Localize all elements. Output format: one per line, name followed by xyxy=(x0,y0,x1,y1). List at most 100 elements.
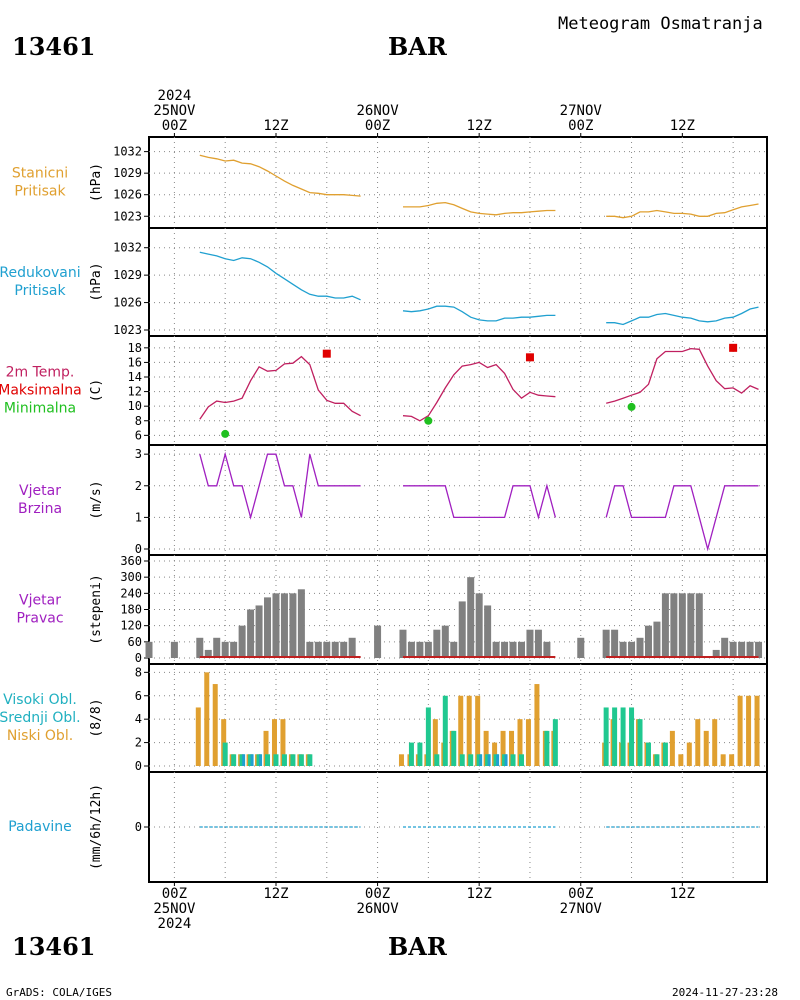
bar xyxy=(628,641,636,658)
panel-frame xyxy=(148,227,768,337)
y-tick-label: 240 xyxy=(120,586,142,600)
bar xyxy=(501,641,509,658)
bar xyxy=(272,593,280,658)
bar-niskiobl xyxy=(221,719,227,766)
bar-srednjiobl xyxy=(468,754,474,766)
bar xyxy=(323,641,331,658)
panel-frame xyxy=(148,444,768,556)
panel-temperatura xyxy=(144,335,768,446)
bar-niskiobl xyxy=(686,742,692,766)
bar-niskiobl xyxy=(534,684,540,766)
bar xyxy=(661,593,669,658)
series-line xyxy=(402,361,556,422)
bar xyxy=(543,641,551,658)
bar xyxy=(678,593,686,658)
bar xyxy=(340,641,348,658)
bar-niskiobl xyxy=(271,719,277,766)
panel-vjetar-pravac xyxy=(144,554,768,665)
y-tick-label: 360 xyxy=(120,554,142,568)
bar-visokiobl xyxy=(259,754,263,766)
bar xyxy=(374,625,382,658)
bar-niskiobl xyxy=(263,730,269,766)
bar-srednjiobl xyxy=(518,754,524,766)
bar xyxy=(695,593,703,658)
bar xyxy=(238,625,246,658)
bar-niskiobl xyxy=(466,695,472,766)
series-line xyxy=(606,306,759,326)
bar xyxy=(729,641,737,658)
time-label-top: 2024 xyxy=(158,88,192,104)
bar-niskiobl xyxy=(703,730,709,766)
panel-redukovani-pritisak xyxy=(144,227,768,337)
max-temp-point xyxy=(525,353,534,362)
y-tick-label: 0 xyxy=(135,542,142,556)
y-axis-label: (8/8) xyxy=(89,698,104,737)
bar xyxy=(534,629,542,658)
bar-niskiobl xyxy=(695,719,701,766)
bar-niskiobl xyxy=(500,730,506,766)
y-tick-label: 2 xyxy=(135,479,142,493)
bar-srednjiobl xyxy=(645,742,651,766)
bar-srednjiobl xyxy=(662,742,668,766)
y-tick-label: 180 xyxy=(120,603,142,617)
time-label-bottom: 12Z xyxy=(467,886,492,902)
panel-label: Pravac xyxy=(16,611,63,627)
bar-niskiobl xyxy=(475,695,481,766)
bar xyxy=(475,593,483,658)
min-temp-point xyxy=(627,402,636,411)
bar xyxy=(687,593,695,658)
bar xyxy=(196,637,204,658)
bar xyxy=(450,641,458,658)
bar xyxy=(280,593,288,658)
bar-visokiobl xyxy=(250,754,254,766)
bar xyxy=(416,641,424,658)
time-label-bottom: 25NOV xyxy=(153,901,196,917)
time-label-top: 12Z xyxy=(263,118,288,134)
bar-srednjiobl xyxy=(451,730,457,766)
panel-oblacnost xyxy=(144,663,768,773)
y-tick-label: 4 xyxy=(135,712,142,726)
bar-srednjiobl xyxy=(298,754,304,766)
y-tick-label: 16 xyxy=(128,355,142,369)
time-label-top: 26NOV xyxy=(356,103,399,119)
y-tick-label: 14 xyxy=(128,370,142,384)
y-tick-label: 1023 xyxy=(113,209,142,223)
bar xyxy=(755,641,763,658)
bar-srednjiobl xyxy=(510,754,516,766)
bar xyxy=(441,625,449,658)
panel-label: Padavine xyxy=(8,819,72,835)
bar-srednjiobl xyxy=(417,742,423,766)
bar xyxy=(467,577,475,658)
series-line xyxy=(606,203,759,219)
bar-visokiobl xyxy=(487,754,491,766)
y-tick-label: 1032 xyxy=(113,241,142,255)
time-label-top: 00Z xyxy=(162,118,187,134)
y-axis-label: (mm/6h/12h) xyxy=(89,784,104,870)
panel-label: Redukovani xyxy=(0,265,81,281)
y-tick-label: 8 xyxy=(135,665,142,679)
time-label-bottom: 2024 xyxy=(158,916,192,932)
bar-niskiobl xyxy=(525,719,531,766)
bar-visokiobl xyxy=(479,754,483,766)
bar xyxy=(458,601,466,658)
bar xyxy=(314,641,322,658)
series-line xyxy=(606,347,759,404)
time-label-bottom: 00Z xyxy=(162,886,187,902)
bar xyxy=(517,641,525,658)
y-tick-label: 10 xyxy=(128,399,142,413)
y-tick-label: 1032 xyxy=(113,145,142,159)
bar xyxy=(230,641,238,658)
y-tick-label: 1 xyxy=(135,510,142,524)
bar xyxy=(424,641,432,658)
bar-srednjiobl xyxy=(231,754,237,766)
panel-label: Visoki Obl. xyxy=(3,692,77,708)
time-label-top: 00Z xyxy=(365,118,390,134)
bar xyxy=(712,649,720,658)
bar xyxy=(289,593,297,658)
panel-frame xyxy=(148,136,768,229)
bar xyxy=(484,605,492,658)
bar-niskiobl xyxy=(509,730,515,766)
y-tick-label: 1026 xyxy=(113,188,142,202)
bar xyxy=(399,629,407,658)
